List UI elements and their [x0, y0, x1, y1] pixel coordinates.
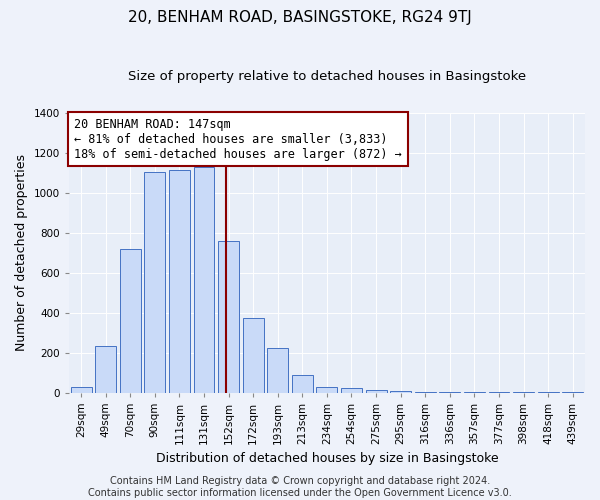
Bar — [145, 172, 166, 392]
Bar — [292, 374, 313, 392]
Bar — [341, 388, 362, 392]
Bar — [71, 386, 92, 392]
Bar — [316, 386, 337, 392]
Y-axis label: Number of detached properties: Number of detached properties — [15, 154, 28, 352]
Text: Contains HM Land Registry data © Crown copyright and database right 2024.
Contai: Contains HM Land Registry data © Crown c… — [88, 476, 512, 498]
Bar — [365, 390, 386, 392]
Text: 20, BENHAM ROAD, BASINGSTOKE, RG24 9TJ: 20, BENHAM ROAD, BASINGSTOKE, RG24 9TJ — [128, 10, 472, 25]
Title: Size of property relative to detached houses in Basingstoke: Size of property relative to detached ho… — [128, 70, 526, 83]
Text: 20 BENHAM ROAD: 147sqm
← 81% of detached houses are smaller (3,833)
18% of semi-: 20 BENHAM ROAD: 147sqm ← 81% of detached… — [74, 118, 402, 160]
Bar — [268, 348, 288, 393]
Bar — [120, 249, 141, 392]
Bar — [390, 390, 411, 392]
Bar — [218, 241, 239, 392]
Bar — [243, 318, 263, 392]
Bar — [169, 170, 190, 392]
Bar — [194, 167, 214, 392]
X-axis label: Distribution of detached houses by size in Basingstoke: Distribution of detached houses by size … — [155, 452, 498, 465]
Bar — [95, 346, 116, 393]
